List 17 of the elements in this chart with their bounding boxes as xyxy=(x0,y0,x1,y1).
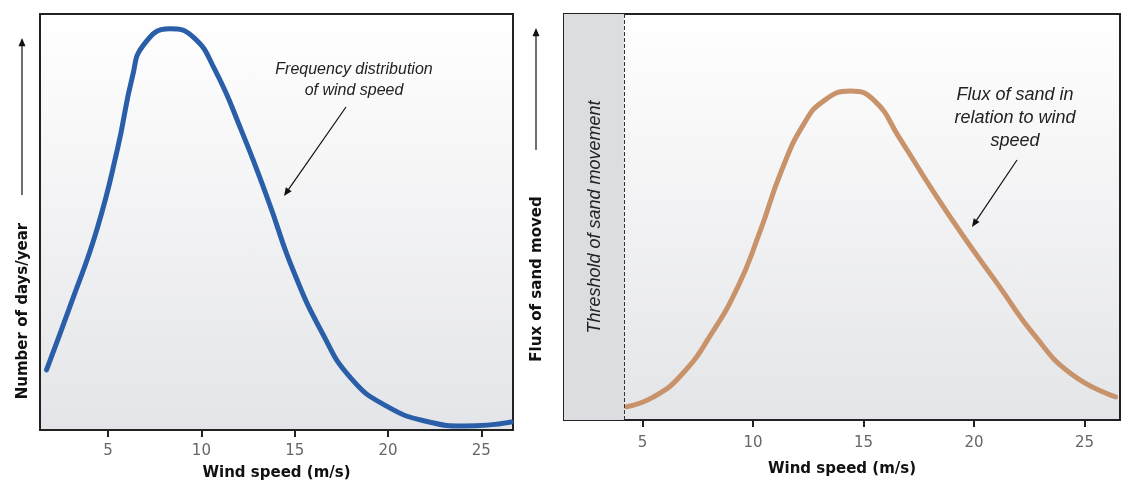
annotation: Frequency distribution of wind speed xyxy=(275,60,433,99)
x-tick-label: 5 xyxy=(637,432,648,451)
x-tick-label: 25 xyxy=(471,440,491,459)
x-tick-label: 20 xyxy=(964,432,984,451)
x-tick-label: 15 xyxy=(285,440,305,459)
x-tick-label: 15 xyxy=(854,432,874,451)
x-axis-title: Wind speed (m/s) xyxy=(202,462,351,481)
x-tick-label: 10 xyxy=(191,440,211,459)
x-tick-label: 5 xyxy=(103,440,113,459)
x-axis-title: Wind speed (m/s) xyxy=(767,458,917,477)
band-label: Threshold of sand movement xyxy=(583,99,604,334)
y-axis-title: Number of days/year xyxy=(13,222,31,400)
x-tick-label: 25 xyxy=(1075,432,1095,451)
annotation: Flux of sand in relation to wind speed xyxy=(954,83,1077,151)
x-tick-label: 10 xyxy=(743,432,763,451)
y-axis-title: Flux of sand moved xyxy=(527,196,545,362)
x-tick-label: 20 xyxy=(378,440,398,459)
